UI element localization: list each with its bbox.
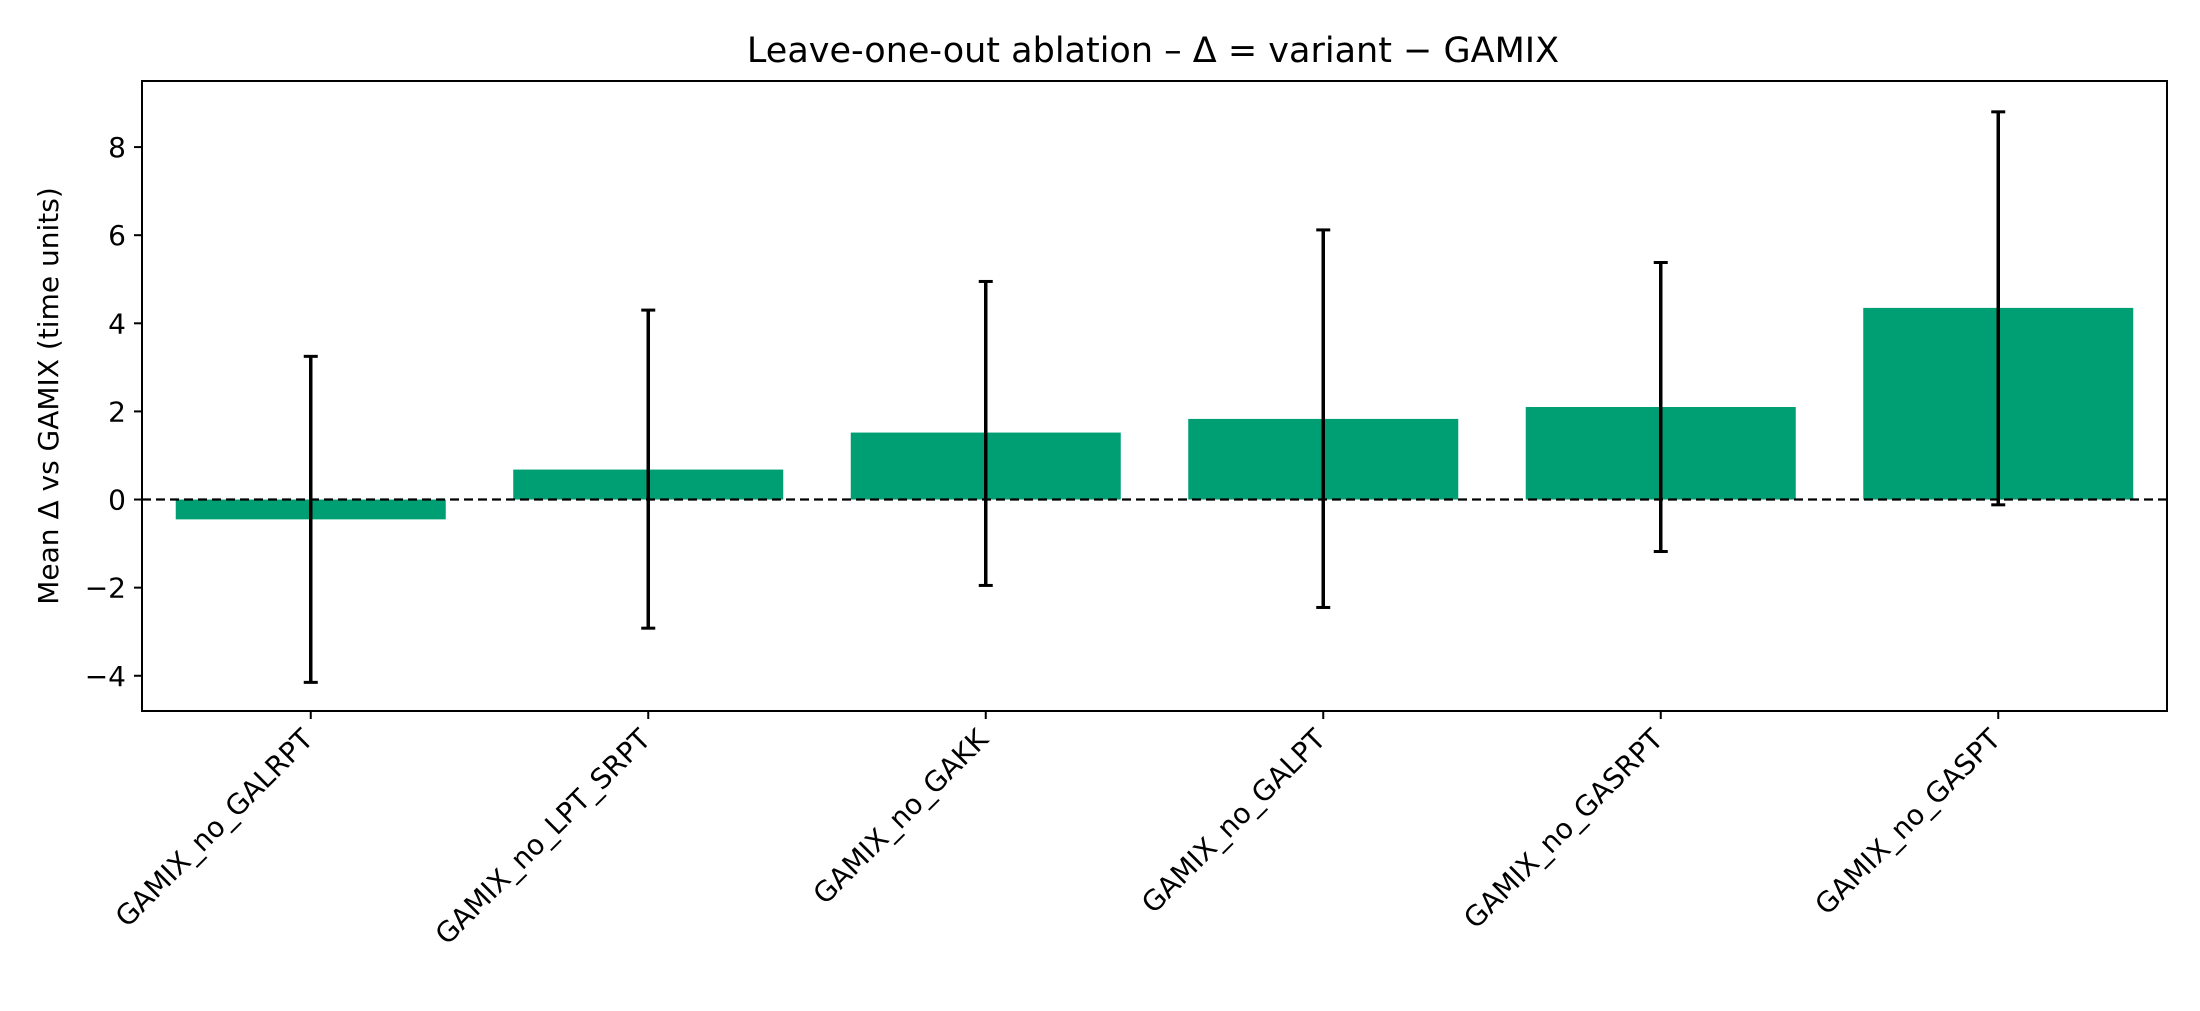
y-tick-label: 2 xyxy=(108,395,126,428)
y-tick-label: 8 xyxy=(108,131,126,164)
x-category-label: GAMIX_no_GASRPT xyxy=(1457,722,1670,935)
chart-title: Leave-one-out ablation – Δ = variant − G… xyxy=(747,31,1559,71)
x-category-label: GAMIX_no_LPT_SRPT xyxy=(429,722,658,951)
y-tick-label: 4 xyxy=(108,307,126,340)
y-tick-label: 6 xyxy=(108,219,126,252)
y-tick-label: −2 xyxy=(85,572,126,605)
x-category-label: GAMIX_no_GALPT xyxy=(1135,722,1333,920)
x-category-label: GAMIX_no_GALRPT xyxy=(109,722,321,934)
y-axis-label: Mean Δ vs GAMIX (time units) xyxy=(32,187,65,605)
x-category-label: GAMIX_no_GAKK xyxy=(807,722,995,910)
plot-frame xyxy=(141,80,2168,712)
x-category-label: GAMIX_no_GASPT xyxy=(1809,722,2008,921)
plot-area: −4 −2 0 2 4 6 8 GAMIX_no_GALRPT GAMIX_no_LPT_SRP… xyxy=(85,80,2168,951)
y-tick-label: 0 xyxy=(108,484,126,517)
y-tick-label: −4 xyxy=(85,660,126,693)
